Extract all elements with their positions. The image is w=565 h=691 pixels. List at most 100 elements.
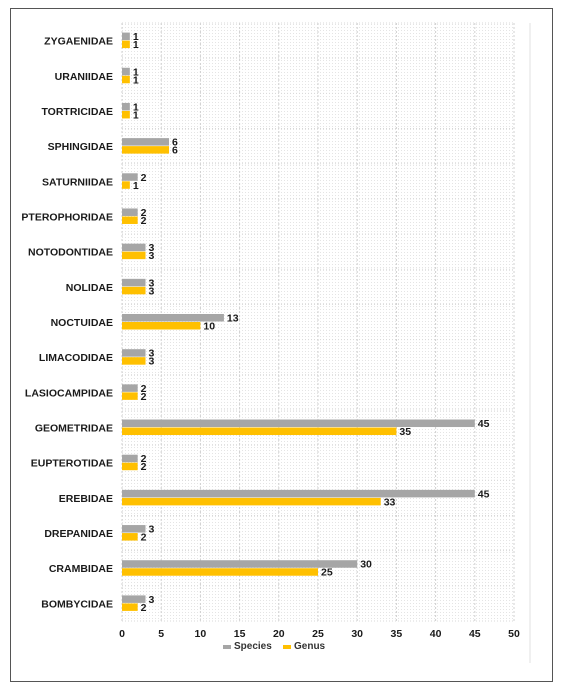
- bar-genus-sphingidae: [122, 146, 170, 154]
- data-label-genus-notodontidae: 3: [149, 250, 155, 262]
- x-tick-label-20: 20: [273, 628, 285, 640]
- bar-genus-tortricidae: [122, 110, 130, 119]
- data-label-species-sphingidae: 6: [172, 137, 178, 149]
- bar-species-sphingidae: [122, 138, 170, 146]
- x-tick-label-10: 10: [195, 628, 207, 640]
- data-label-species-saturniidae: 2: [141, 172, 147, 184]
- category-label-tortricidae: TORTRICIDAE: [41, 106, 113, 118]
- data-label-species-drepanidae: 3: [149, 524, 155, 536]
- bar-species-notodontidae: [122, 243, 146, 252]
- data-label-genus-pterophoridae: 2: [141, 215, 147, 227]
- category-label-bombycidae: BOMBYCIDAE: [41, 598, 113, 610]
- bar-genus-drepanidae: [122, 533, 138, 541]
- data-label-species-zygaenidae: 1: [133, 31, 139, 43]
- data-label-species-geometridae: 45: [478, 418, 490, 430]
- x-tick-label-30: 30: [351, 628, 363, 640]
- x-tick-label-50: 50: [508, 628, 520, 640]
- bar-species-bombycidae: [122, 595, 146, 603]
- data-label-genus-nolidae: 3: [149, 285, 155, 297]
- x-tick-label-25: 25: [312, 628, 324, 640]
- bar-species-zygaenidae: [122, 32, 130, 41]
- data-label-species-erebidae: 45: [478, 488, 490, 500]
- bar-genus-lasiocampidae: [122, 392, 138, 400]
- data-label-species-pterophoridae: 2: [141, 207, 147, 219]
- x-tick-label-5: 5: [158, 628, 164, 640]
- legend-swatch-species: [223, 645, 231, 649]
- data-label-species-notodontidae: 3: [149, 242, 155, 254]
- category-label-sphingidae: SPHINGIDAE: [48, 141, 113, 153]
- bar-genus-eupterotidae: [122, 462, 138, 471]
- category-label-drepanidae: DREPANIDAE: [44, 528, 113, 540]
- bars: [122, 32, 475, 611]
- bar-species-limacodidae: [122, 349, 146, 357]
- bar-species-lasiocampidae: [122, 384, 138, 392]
- data-label-species-tortricidae: 1: [133, 101, 139, 113]
- x-tick-label-35: 35: [391, 628, 403, 640]
- category-label-crambidae: CRAMBIDAE: [49, 563, 113, 575]
- bar-species-drepanidae: [122, 525, 146, 533]
- bar-genus-bombycidae: [122, 603, 138, 611]
- category-label-limacodidae: LIMACODIDAE: [39, 352, 113, 364]
- category-label-lasiocampidae: LASIOCAMPIDAE: [25, 387, 113, 399]
- category-label-uraniidae: URANIIDAE: [55, 71, 113, 83]
- data-label-genus-saturniidae: 1: [133, 180, 139, 192]
- category-label-pterophoridae: PTEROPHORIDAE: [21, 211, 113, 223]
- bar-genus-nolidae: [122, 286, 146, 295]
- category-label-eupterotidae: EUPTEROTIDAE: [31, 458, 113, 470]
- bar-species-crambidae: [122, 560, 358, 568]
- data-label-genus-bombycidae: 2: [141, 602, 147, 614]
- data-label-species-nolidae: 3: [149, 277, 155, 289]
- data-label-genus-eupterotidae: 2: [141, 461, 147, 473]
- data-label-species-uraniidae: 1: [133, 66, 139, 78]
- bar-genus-erebidae: [122, 497, 381, 506]
- data-labels: 1111116621223333131033224535224533323025…: [133, 31, 490, 614]
- x-tick-label-40: 40: [430, 628, 442, 640]
- data-label-species-noctuidae: 13: [227, 313, 239, 325]
- data-label-species-lasiocampidae: 2: [141, 383, 147, 395]
- legend-swatch-genus: [283, 645, 291, 649]
- data-label-genus-tortricidae: 1: [133, 109, 139, 121]
- x-tick-label-0: 0: [119, 628, 125, 640]
- category-label-zygaenidae: ZYGAENIDAE: [44, 36, 113, 48]
- bar-genus-notodontidae: [122, 251, 146, 260]
- legend-label-genus: Genus: [294, 641, 326, 652]
- category-label-geometridae: GEOMETRIDAE: [35, 423, 113, 435]
- data-label-genus-geometridae: 35: [399, 426, 411, 438]
- data-label-genus-uraniidae: 1: [133, 74, 139, 86]
- category-label-erebidae: EREBIDAE: [59, 493, 113, 505]
- bar-genus-pterophoridae: [122, 216, 138, 224]
- category-label-saturniidae: SATURNIIDAE: [42, 176, 113, 188]
- bar-genus-limacodidae: [122, 357, 146, 365]
- bar-species-nolidae: [122, 278, 146, 287]
- bar-species-uraniidae: [122, 67, 130, 76]
- bar-species-erebidae: [122, 489, 475, 498]
- bar-chart: 1111116621223333131033224535224533323025…: [21, 22, 531, 663]
- data-label-genus-erebidae: 33: [384, 496, 396, 508]
- bar-genus-uraniidae: [122, 75, 130, 84]
- category-label-noctuidae: NOCTUIDAE: [51, 317, 113, 329]
- data-label-species-eupterotidae: 2: [141, 453, 147, 465]
- category-label-notodontidae: NOTODONTIDAE: [28, 247, 113, 259]
- data-label-genus-sphingidae: 6: [172, 145, 178, 157]
- bar-genus-geometridae: [122, 427, 397, 436]
- data-label-genus-lasiocampidae: 2: [141, 391, 147, 403]
- data-label-genus-zygaenidae: 1: [133, 39, 139, 51]
- data-label-genus-crambidae: 25: [321, 567, 333, 579]
- bar-species-geometridae: [122, 419, 475, 428]
- bar-species-saturniidae: [122, 173, 138, 181]
- data-label-species-bombycidae: 3: [149, 594, 155, 606]
- chart-frame: 1 1 1 1 1 1 6 6 2 1 2 2 3 3 3 3 13 10 3 3 2 2 45 35 2 2 45 33 3 2 30 25…: [10, 8, 553, 682]
- data-label-genus-drepanidae: 2: [141, 532, 147, 544]
- data-label-genus-noctuidae: 10: [203, 321, 215, 333]
- bar-genus-noctuidae: [122, 322, 201, 330]
- bar-species-pterophoridae: [122, 208, 138, 216]
- x-axis-ticks: 0 5 10 15 20 25 30 35 40 45 50: [119, 628, 520, 640]
- category-label-nolidae: NOLIDAE: [66, 282, 113, 294]
- gridlines: [121, 22, 531, 663]
- x-tick-label-45: 45: [469, 628, 481, 640]
- bar-species-eupterotidae: [122, 454, 138, 463]
- bar-genus-saturniidae: [122, 181, 130, 189]
- category-labels: ZYGAENIDAE URANIIDAE TORTRICIDAE SPHINGIDAE…: [21, 36, 113, 611]
- data-label-genus-limacodidae: 3: [149, 356, 155, 368]
- legend-label-species: Species: [234, 641, 272, 652]
